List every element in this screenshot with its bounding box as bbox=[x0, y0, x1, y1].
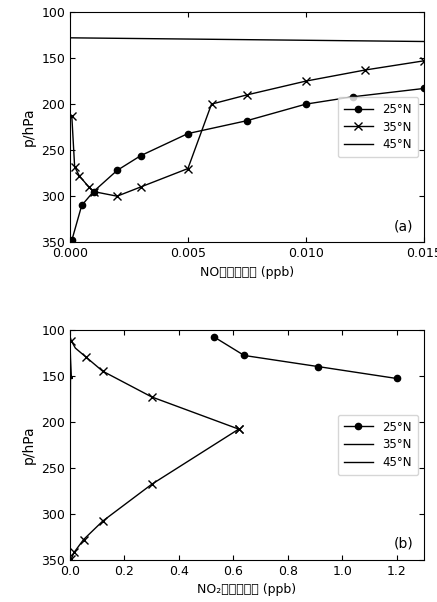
35°N bbox=[149, 481, 154, 488]
35°N bbox=[236, 426, 241, 433]
25°N bbox=[79, 202, 84, 209]
25°N bbox=[421, 85, 427, 92]
35°N bbox=[71, 549, 76, 556]
45°N bbox=[69, 375, 75, 382]
Legend: 25°N, 35°N, 45°N: 25°N, 35°N, 45°N bbox=[338, 97, 418, 157]
35°N bbox=[100, 367, 105, 374]
35°N bbox=[68, 334, 73, 341]
X-axis label: NO体积混合比 (ppb): NO体积混合比 (ppb) bbox=[200, 265, 294, 279]
Text: (b): (b) bbox=[394, 536, 413, 551]
35°N bbox=[72, 163, 77, 170]
Line: 35°N: 35°N bbox=[70, 337, 239, 560]
Line: 45°N: 45°N bbox=[70, 337, 72, 560]
Line: 35°N: 35°N bbox=[68, 57, 428, 200]
45°N bbox=[69, 372, 74, 379]
45°N bbox=[67, 334, 73, 341]
Y-axis label: p/hPa: p/hPa bbox=[21, 108, 36, 146]
35°N bbox=[68, 556, 73, 563]
25°N bbox=[114, 167, 120, 174]
45°N bbox=[68, 354, 73, 361]
35°N bbox=[91, 188, 96, 195]
Text: (a): (a) bbox=[394, 219, 413, 233]
25°N bbox=[69, 237, 74, 244]
Line: 25°N: 25°N bbox=[69, 85, 427, 243]
25°N bbox=[185, 130, 191, 137]
35°N bbox=[244, 92, 250, 99]
25°N bbox=[315, 363, 320, 370]
45°N bbox=[69, 372, 74, 379]
25°N bbox=[212, 334, 217, 341]
35°N bbox=[303, 78, 309, 85]
35°N bbox=[69, 555, 74, 562]
35°N bbox=[69, 337, 74, 344]
25°N bbox=[244, 117, 250, 124]
25°N bbox=[242, 352, 247, 359]
35°N bbox=[100, 518, 105, 525]
25°N bbox=[350, 93, 356, 101]
25°N bbox=[138, 152, 143, 160]
Line: 25°N: 25°N bbox=[211, 334, 400, 382]
35°N bbox=[69, 113, 74, 120]
25°N bbox=[91, 188, 96, 195]
35°N bbox=[209, 101, 214, 108]
35°N bbox=[236, 426, 241, 433]
35°N bbox=[138, 184, 143, 191]
35°N bbox=[77, 172, 82, 179]
45°N bbox=[67, 556, 73, 563]
35°N bbox=[83, 354, 89, 361]
35°N bbox=[86, 184, 91, 191]
35°N bbox=[149, 393, 154, 400]
X-axis label: NO₂体积混合比 (ppb): NO₂体积混合比 (ppb) bbox=[198, 583, 296, 596]
45°N bbox=[68, 377, 73, 384]
Legend: 25°N, 35°N, 45°N: 25°N, 35°N, 45°N bbox=[338, 415, 418, 475]
35°N bbox=[185, 165, 191, 172]
35°N bbox=[421, 57, 427, 64]
35°N bbox=[114, 193, 120, 200]
25°N bbox=[394, 375, 399, 382]
35°N bbox=[362, 66, 368, 73]
25°N bbox=[303, 101, 309, 108]
35°N bbox=[73, 344, 78, 352]
35°N bbox=[81, 536, 86, 543]
Y-axis label: p/hPa: p/hPa bbox=[21, 426, 36, 464]
